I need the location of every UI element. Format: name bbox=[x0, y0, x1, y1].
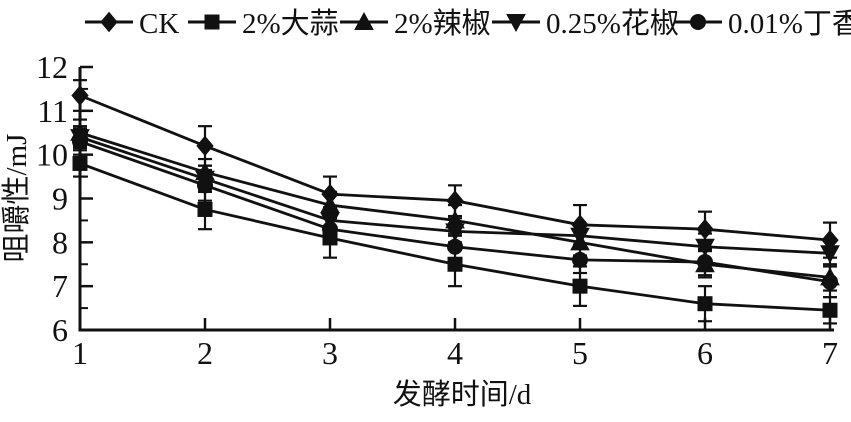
data-point-marker bbox=[197, 177, 213, 194]
legend-marker-circle bbox=[690, 14, 706, 30]
data-point-marker bbox=[197, 201, 213, 217]
chart-legend: CK 2%大蒜 2%辣椒 0.25%花椒 0.01%丁香 bbox=[85, 7, 851, 40]
series-circle bbox=[72, 127, 838, 299]
x-tick-label: 7 bbox=[822, 335, 838, 371]
legend-label: 0.25%花椒 bbox=[546, 7, 679, 40]
legend-marker-triangle-down bbox=[506, 14, 526, 33]
legend-marker-triangle-up bbox=[354, 11, 374, 30]
legend-label: 2%辣椒 bbox=[394, 7, 491, 40]
legend-label: CK bbox=[139, 8, 179, 40]
data-point-marker bbox=[572, 278, 588, 294]
legend-item: 2%辣椒 bbox=[340, 7, 491, 40]
data-point-marker bbox=[697, 296, 713, 312]
chart-plot-area bbox=[70, 79, 840, 325]
y-tick-label: 11 bbox=[37, 93, 68, 129]
x-tick-label: 4 bbox=[447, 335, 463, 371]
y-axis-label: 咀嚼性/mJ bbox=[0, 134, 33, 263]
data-point-marker bbox=[71, 85, 89, 106]
legend-label: 2%大蒜 bbox=[242, 7, 339, 40]
data-point-marker bbox=[697, 254, 713, 271]
data-point-marker bbox=[447, 238, 463, 255]
legend-item: 0.25%花椒 bbox=[492, 7, 679, 40]
legend-item: 2%大蒜 bbox=[188, 7, 339, 40]
data-point-marker bbox=[570, 227, 590, 246]
data-point-marker bbox=[322, 221, 338, 238]
legend-marker-square bbox=[204, 14, 220, 30]
x-tick-label: 1 bbox=[72, 335, 88, 371]
data-point-marker bbox=[72, 155, 88, 171]
data-point-marker bbox=[822, 273, 838, 290]
legend-marker-diamond bbox=[100, 11, 118, 33]
data-point-marker bbox=[822, 302, 838, 318]
legend-item: CK bbox=[85, 8, 179, 40]
x-tick-label: 2 bbox=[197, 335, 213, 371]
y-tick-label: 10 bbox=[36, 137, 68, 173]
y-tick-label: 6 bbox=[52, 312, 68, 348]
x-tick-label: 3 bbox=[322, 335, 338, 371]
y-tick-label: 8 bbox=[52, 224, 68, 260]
x-tick-label: 5 bbox=[572, 335, 588, 371]
data-point-marker bbox=[695, 238, 715, 257]
y-tick-label: 7 bbox=[52, 268, 68, 304]
data-point-marker bbox=[72, 133, 88, 150]
legend-item: 0.01%丁香 bbox=[674, 7, 851, 40]
x-axis-label: 发酵时间/d bbox=[393, 378, 532, 411]
data-point-marker bbox=[445, 223, 465, 242]
y-tick-label: 9 bbox=[52, 181, 68, 217]
data-point-marker bbox=[572, 251, 588, 268]
x-tick-label: 6 bbox=[697, 335, 713, 371]
data-point-marker bbox=[196, 135, 214, 157]
data-point-marker bbox=[820, 245, 840, 264]
legend-label: 0.01%丁香 bbox=[728, 7, 851, 40]
y-tick-label: 12 bbox=[36, 49, 68, 85]
